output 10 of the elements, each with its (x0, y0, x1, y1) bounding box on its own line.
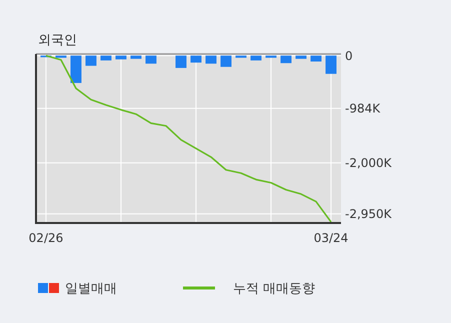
x-tick-label: 02/26 (28, 231, 64, 245)
line-series (45, 54, 332, 223)
y-tick-label: 0 (345, 48, 353, 63)
legend-label: 일별매매 (65, 282, 117, 297)
chart-title: 외국인 (38, 33, 77, 48)
y-tick-label: -2,950K (345, 207, 393, 222)
y-tick-label: -984K (345, 102, 382, 116)
x-tick-label: 03/24 (314, 231, 348, 245)
y-tick-label: -2,000K (345, 156, 393, 170)
legend-label: 누적 매매동향 (233, 282, 316, 297)
